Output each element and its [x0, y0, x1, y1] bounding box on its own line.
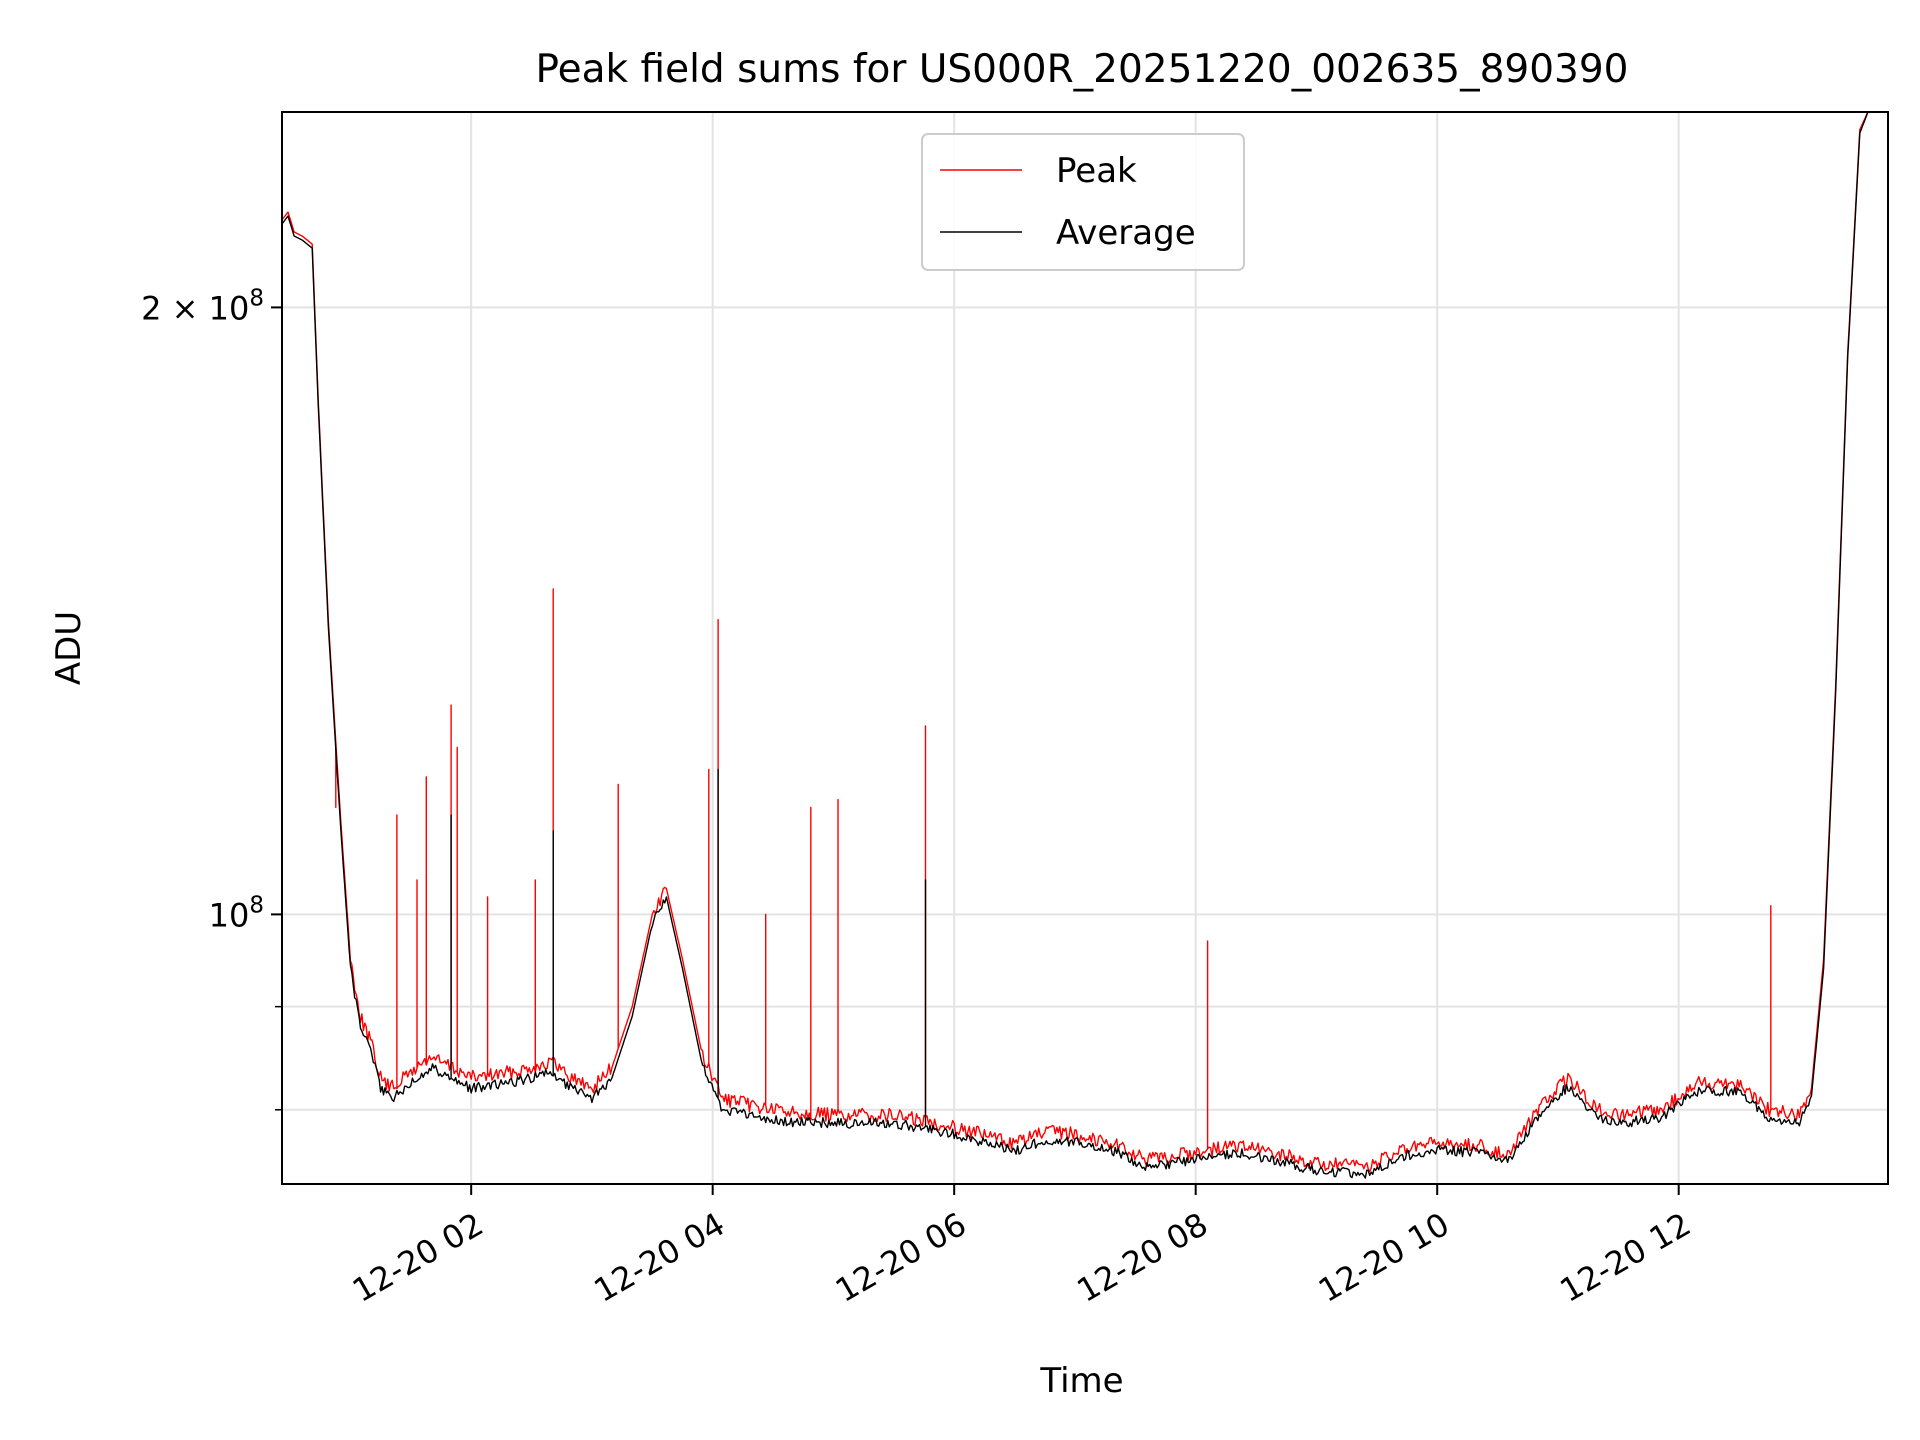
series-line-peak: [282, 112, 1888, 1173]
chart-title: Peak field sums for US000R_20251220_0026…: [536, 47, 1629, 92]
x-axis-label: Time: [1039, 1361, 1123, 1401]
plot-frame: [281, 111, 1889, 1185]
legend-label-average: Average: [1056, 213, 1196, 253]
legend: Peak Average: [921, 133, 1245, 271]
y-axis-label: ADU: [49, 611, 89, 685]
series-line-average: [282, 112, 1888, 1179]
legend-box: [921, 133, 1245, 271]
plot-area: [282, 112, 1888, 1179]
y-tick-label: 2 × 108: [141, 285, 264, 327]
y-axis: 108 2 × 108: [141, 285, 282, 1111]
y-tick-label: 108: [209, 892, 264, 934]
legend-label-peak: Peak: [1056, 151, 1137, 191]
grid: [282, 112, 1888, 1184]
